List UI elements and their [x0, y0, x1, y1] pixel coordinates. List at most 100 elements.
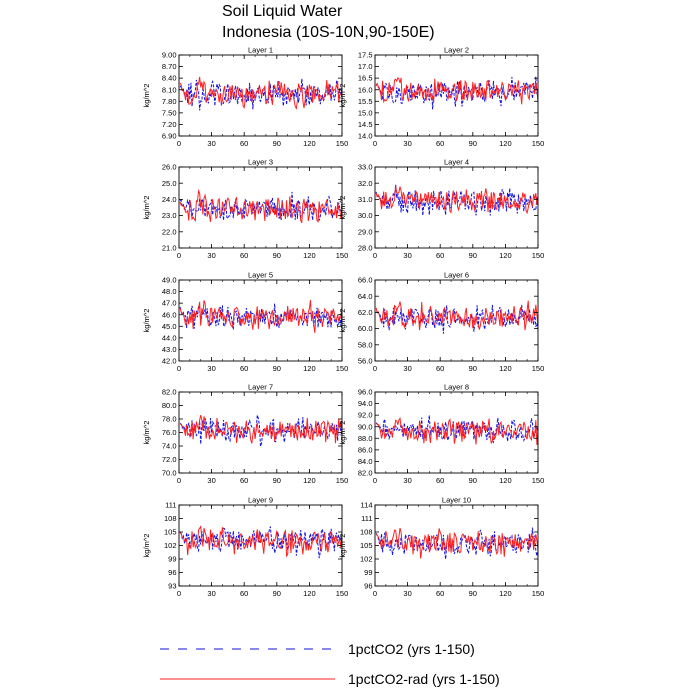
plot-frame [178, 54, 343, 137]
x-tick-label: 90 [273, 139, 281, 148]
series-1pctco2-rad-layer-10 [375, 527, 538, 559]
x-tick-label: 150 [336, 364, 349, 373]
panel-layer-10: Layer 10 0 30 60 90 120 150 96 99 102 105 108 111 114… [338, 496, 544, 599]
y-tick-label: 72.0 [162, 455, 177, 464]
y-tick-label: 62.0 [358, 308, 373, 317]
figure-title-line1: Soil Liquid Water [222, 3, 343, 20]
x-tick-label: 120 [303, 589, 316, 598]
y-tick-label: 29.0 [358, 227, 373, 236]
x-tick-label: 150 [336, 476, 349, 485]
x-tick-label: 30 [207, 476, 215, 485]
plot-frame [374, 166, 539, 249]
y-tick-label: 23.0 [162, 211, 177, 220]
y-tick-label: 96.0 [358, 388, 373, 397]
x-tick-label: 120 [499, 589, 512, 598]
y-axis-label: kg/m^2 [142, 196, 151, 220]
y-tick-label: 108 [164, 514, 177, 523]
y-tick-label: 44.0 [162, 333, 177, 342]
y-tick-label: 108 [360, 528, 373, 537]
x-tick-label: 60 [240, 364, 248, 373]
series-1pctco2-rad-layer-2 [375, 76, 538, 105]
y-axis-label: kg/m^2 [338, 534, 347, 558]
x-tick-label: 120 [303, 476, 316, 485]
figure-title-line2: Indonesia (10S-10N,90-150E) [222, 24, 435, 41]
series-1pctco2-rad-layer-4 [375, 185, 538, 215]
y-tick-label: 17.5 [358, 51, 373, 60]
panel-layer-2: Layer 2 0 30 60 90 120 150 14.0 14.5 15.0 15.5 16.0… [338, 46, 544, 149]
x-tick-label: 30 [207, 251, 215, 260]
panel-title: Layer 5 [248, 271, 273, 280]
y-tick-label: 96 [168, 568, 176, 577]
x-tick-label: 150 [532, 589, 545, 598]
plot-frame [374, 391, 539, 474]
y-tick-label: 32.0 [358, 179, 373, 188]
y-axis-label: kg/m^2 [338, 196, 347, 220]
y-tick-label: 7.80 [162, 97, 177, 106]
x-tick-label: 60 [436, 364, 444, 373]
x-tick-label: 60 [436, 476, 444, 485]
y-tick-label: 46.0 [162, 310, 177, 319]
plot-frame [178, 279, 343, 362]
panel-title: Layer 4 [444, 158, 469, 167]
x-tick-label: 0 [177, 251, 181, 260]
series-1pctco2-rad-layer-6 [375, 300, 538, 331]
x-tick-label: 30 [403, 139, 411, 148]
y-tick-label: 78.0 [162, 415, 177, 424]
series-1pctco2-rad-layer-7 [179, 414, 342, 444]
x-tick-label: 90 [273, 476, 281, 485]
x-tick-label: 0 [177, 139, 181, 148]
panel-layer-1: Layer 1 0 30 60 90 120 150 6.90 7.20 7.50 7.80 8.10… [142, 46, 348, 149]
y-tick-label: 99 [168, 555, 176, 564]
x-tick-label: 0 [373, 364, 377, 373]
y-tick-label: 33.0 [358, 163, 373, 172]
x-tick-label: 150 [336, 139, 349, 148]
series-1pctco2-layer-2 [375, 76, 538, 110]
series-1pctco2-layer-3 [179, 191, 342, 221]
y-tick-label: 21.0 [162, 244, 177, 253]
x-tick-label: 120 [303, 139, 316, 148]
x-tick-label: 0 [177, 364, 181, 373]
panel-layer-9: Layer 9 0 30 60 90 120 150 93 96 99 102 105 108 111 kg… [142, 496, 348, 599]
series-1pctco2-rad-layer-5 [179, 300, 342, 333]
y-tick-label: 82.0 [358, 469, 373, 478]
x-tick-label: 150 [336, 251, 349, 260]
x-tick-label: 120 [303, 251, 316, 260]
y-tick-label: 111 [165, 501, 176, 510]
plot-frame [374, 279, 539, 362]
x-tick-label: 0 [177, 589, 181, 598]
y-tick-label: 90.0 [358, 422, 373, 431]
y-tick-label: 105 [360, 541, 373, 550]
y-tick-label: 102 [164, 541, 177, 550]
series-1pctco2-layer-5 [179, 303, 342, 330]
x-tick-label: 0 [373, 589, 377, 598]
x-tick-label: 120 [499, 476, 512, 485]
x-tick-label: 30 [403, 364, 411, 373]
x-tick-label: 0 [177, 476, 181, 485]
x-tick-label: 30 [207, 589, 215, 598]
panel-title: Layer 9 [248, 496, 273, 505]
y-axis-label: kg/m^2 [338, 309, 347, 333]
y-tick-label: 56.0 [358, 357, 373, 366]
y-tick-label: 15.5 [358, 97, 373, 106]
y-tick-label: 16.0 [358, 85, 373, 94]
series-1pctco2-layer-9 [179, 526, 342, 559]
panel-grid: Layer 10 30 60 90 120 1506.907.207.507.808.10… [142, 46, 544, 599]
y-tick-label: 7.20 [162, 120, 177, 129]
y-tick-label: 76.0 [162, 428, 177, 437]
plot-frame [178, 166, 343, 249]
x-tick-label: 120 [499, 364, 512, 373]
panel-title: Layer 3 [248, 158, 273, 167]
panel-layer-3: Layer 3 0 30 60 90 120 150 21.0 22.0 23.0 24.0 25.0… [142, 158, 348, 261]
y-tick-label: 8.70 [162, 62, 177, 71]
x-tick-label: 30 [403, 251, 411, 260]
legend-label-1pctco2: 1pctCO2 (yrs 1-150) [348, 641, 475, 657]
y-tick-label: 22.0 [162, 227, 177, 236]
y-tick-label: 45.0 [162, 322, 177, 331]
y-tick-label: 24.0 [162, 195, 177, 204]
y-tick-label: 31.0 [358, 195, 373, 204]
panel-title: Layer 6 [444, 271, 469, 280]
y-tick-label: 7.50 [162, 108, 177, 117]
panel-title: Layer 1 [248, 46, 273, 55]
y-tick-label: 66.0 [358, 276, 373, 285]
